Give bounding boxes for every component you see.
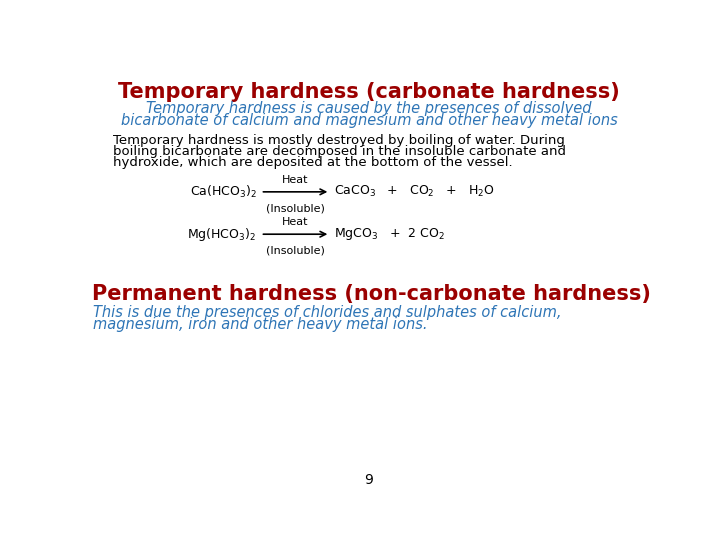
Text: hydroxide, which are deposited at the bottom of the vessel.: hydroxide, which are deposited at the bo… — [113, 156, 513, 168]
Text: Permanent hardness (non-carbonate hardness): Permanent hardness (non-carbonate hardne… — [91, 284, 650, 304]
Text: Temporary hardness (carbonate hardness): Temporary hardness (carbonate hardness) — [118, 82, 620, 102]
Text: Ca(HCO$_3$)$_2$: Ca(HCO$_3$)$_2$ — [190, 184, 256, 200]
Text: magnesium, iron and other heavy metal ions.: magnesium, iron and other heavy metal io… — [93, 316, 428, 332]
Text: bicarbonate of calcium and magnesium and other heavy metal ions: bicarbonate of calcium and magnesium and… — [121, 112, 617, 127]
Text: Temporary hardness is mostly destroyed by boiling of water. During: Temporary hardness is mostly destroyed b… — [113, 134, 565, 147]
Text: Mg(HCO$_3$)$_2$: Mg(HCO$_3$)$_2$ — [187, 226, 256, 242]
Text: (Insoluble): (Insoluble) — [266, 246, 325, 256]
Text: This is due the presences of chlorides and sulphates of calcium,: This is due the presences of chlorides a… — [93, 305, 562, 320]
Text: MgCO$_3$   +  2 CO$_2$: MgCO$_3$ + 2 CO$_2$ — [334, 226, 445, 242]
Text: CaCO$_3$   +   CO$_2$   +   H$_2$O: CaCO$_3$ + CO$_2$ + H$_2$O — [334, 184, 495, 199]
Text: Heat: Heat — [282, 175, 309, 185]
Text: 9: 9 — [364, 473, 374, 487]
Text: (Insoluble): (Insoluble) — [266, 204, 325, 213]
Text: Temporary hardness is caused by the presences of dissolved: Temporary hardness is caused by the pres… — [146, 101, 592, 116]
Text: Heat: Heat — [282, 217, 309, 227]
Text: boiling bicarbonate are decomposed in the insoluble carbonate and: boiling bicarbonate are decomposed in th… — [113, 145, 566, 158]
